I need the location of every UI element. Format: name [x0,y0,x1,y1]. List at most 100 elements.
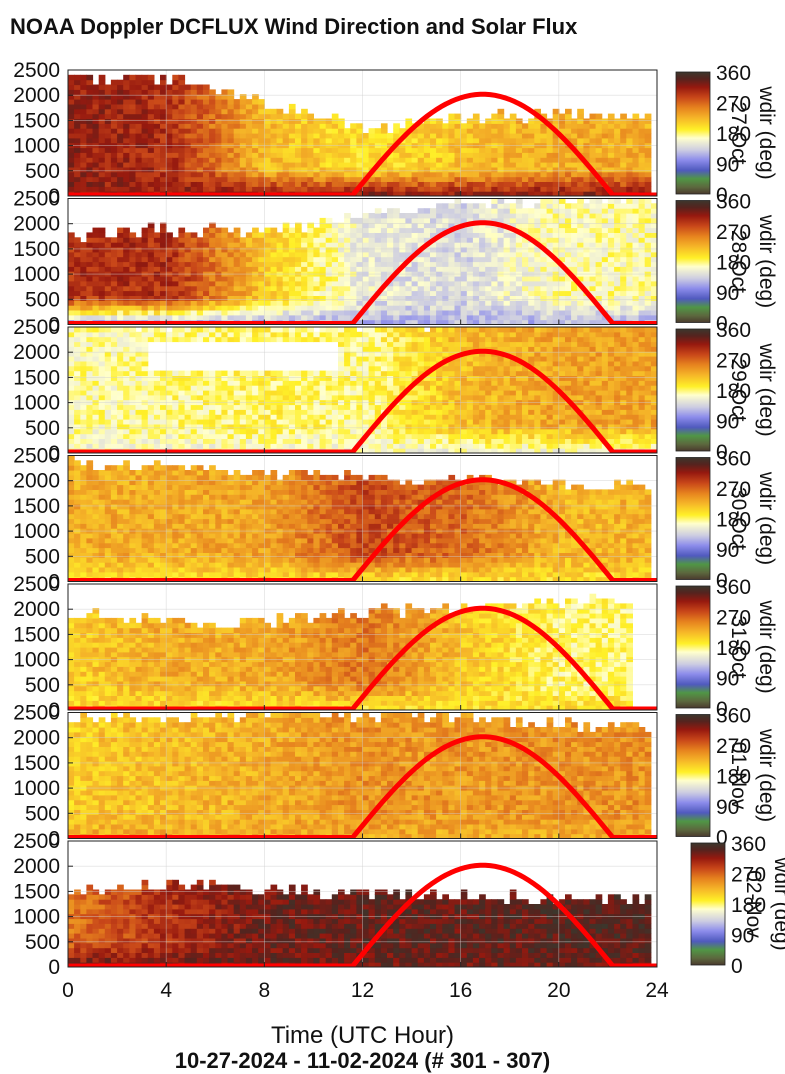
heatmap-cell [412,186,419,191]
heatmap-cell [246,395,253,400]
heatmap-cell [479,228,486,233]
heatmap-cell [608,119,615,124]
heatmap-cell [436,305,443,310]
heatmap-cell [602,295,609,300]
heatmap-cell [80,128,87,133]
heatmap-cell [485,208,492,213]
heatmap-cell [375,310,382,315]
heatmap-cell [215,281,222,286]
heatmap-cell [393,177,400,182]
heatmap-cell [540,162,547,167]
heatmap-cell [350,228,357,233]
heatmap-cell [307,291,314,296]
heatmap-cell [68,342,75,347]
heatmap-cell [405,167,412,172]
heatmap-cell [540,208,547,213]
heatmap-cell [504,172,511,177]
heatmap-cell [332,310,339,315]
heatmap-cell [467,310,474,315]
heatmap-cell [154,162,161,167]
heatmap-cell [68,310,75,315]
heatmap-cell [540,203,547,208]
heatmap-cell [467,295,474,300]
heatmap-cell [105,157,112,162]
heatmap-cell [620,177,627,182]
heatmap-cell [129,434,136,439]
heatmap-cell [344,152,351,157]
heatmap-cell [448,167,455,172]
heatmap-cell [93,119,100,124]
heatmap-cell [68,281,75,286]
heatmap-cell [295,182,302,187]
heatmap-cell [313,119,320,124]
heatmap-cell [178,409,185,414]
heatmap-cell [645,252,652,257]
heatmap-cell [240,172,247,177]
heatmap-cell [185,376,192,381]
heatmap-cell [479,281,486,286]
heatmap-cell [105,123,112,128]
heatmap-cell [387,291,394,296]
heatmap-cell [326,252,333,257]
heatmap-cell [307,247,314,252]
heatmap-cell [129,266,136,271]
heatmap-cell [197,123,204,128]
heatmap-cell [148,337,155,342]
heatmap-cell [234,162,241,167]
heatmap-cell [172,310,179,315]
heatmap-cell [117,371,124,376]
heatmap-cell [68,376,75,381]
heatmap-cell [215,276,222,281]
heatmap-cell [80,247,87,252]
heatmap-cell [344,247,351,252]
heatmap-cell [498,148,505,153]
heatmap-cell [626,266,633,271]
heatmap-cell [528,305,535,310]
heatmap-cell [320,380,327,385]
heatmap-cell [283,228,290,233]
heatmap-cell [645,167,652,172]
heatmap-cell [93,390,100,395]
heatmap-cell [234,434,241,439]
heatmap-cell [626,276,633,281]
heatmap-cell [626,291,633,296]
heatmap-cell [510,123,517,128]
heatmap-cell [547,157,554,162]
heatmap-cell [577,138,584,143]
heatmap-cell [301,281,308,286]
heatmap-cell [203,157,210,162]
heatmap-cell [448,310,455,315]
heatmap-cell [436,315,443,320]
heatmap-cell [602,167,609,172]
heatmap-cell [369,242,376,247]
heatmap-cell [399,300,406,305]
heatmap-cell [228,123,235,128]
heatmap-cell [645,177,652,182]
heatmap-cell [412,232,419,237]
heatmap-cell [215,376,222,381]
heatmap-cell [528,300,535,305]
heatmap-cell [129,405,136,410]
heatmap-cell [455,295,462,300]
heatmap-cell [80,332,87,337]
heatmap-cell [99,276,106,281]
heatmap-cell [313,162,320,167]
heatmap-cell [203,148,210,153]
heatmap-cell [547,266,554,271]
heatmap-cell [510,262,517,267]
heatmap-cell [209,286,216,291]
heatmap-cell [528,172,535,177]
heatmap-cell [590,186,597,191]
y-tick-label: 1500 [13,109,60,132]
heatmap-cell [258,186,265,191]
heatmap-cell [633,266,640,271]
heatmap-cell [491,257,498,262]
heatmap-cell [228,405,235,410]
heatmap-cell [614,199,621,204]
heatmap-cell [473,237,480,242]
heatmap-cell [522,315,529,320]
heatmap-cell [271,228,278,233]
heatmap-cell [363,257,370,262]
heatmap-cell [461,237,468,242]
heatmap-cell [111,305,118,310]
